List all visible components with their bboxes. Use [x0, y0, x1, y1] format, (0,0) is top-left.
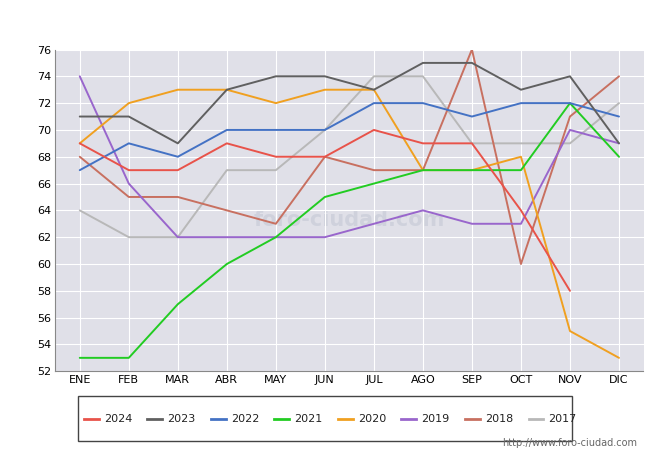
Text: 2021: 2021 [294, 414, 322, 423]
Text: foro-ciudad.com: foro-ciudad.com [254, 210, 445, 230]
Text: http://www.foro-ciudad.com: http://www.foro-ciudad.com [502, 438, 637, 448]
Text: 2019: 2019 [421, 414, 450, 423]
Text: Afiliados en Quicena a 30/11/2024: Afiliados en Quicena a 30/11/2024 [182, 14, 468, 32]
Text: 2022: 2022 [231, 414, 259, 423]
Text: 2018: 2018 [485, 414, 513, 423]
Text: 2024: 2024 [104, 414, 132, 423]
Text: 2023: 2023 [167, 414, 196, 423]
FancyBboxPatch shape [78, 396, 572, 441]
Text: 2017: 2017 [549, 414, 577, 423]
Text: 2020: 2020 [358, 414, 386, 423]
